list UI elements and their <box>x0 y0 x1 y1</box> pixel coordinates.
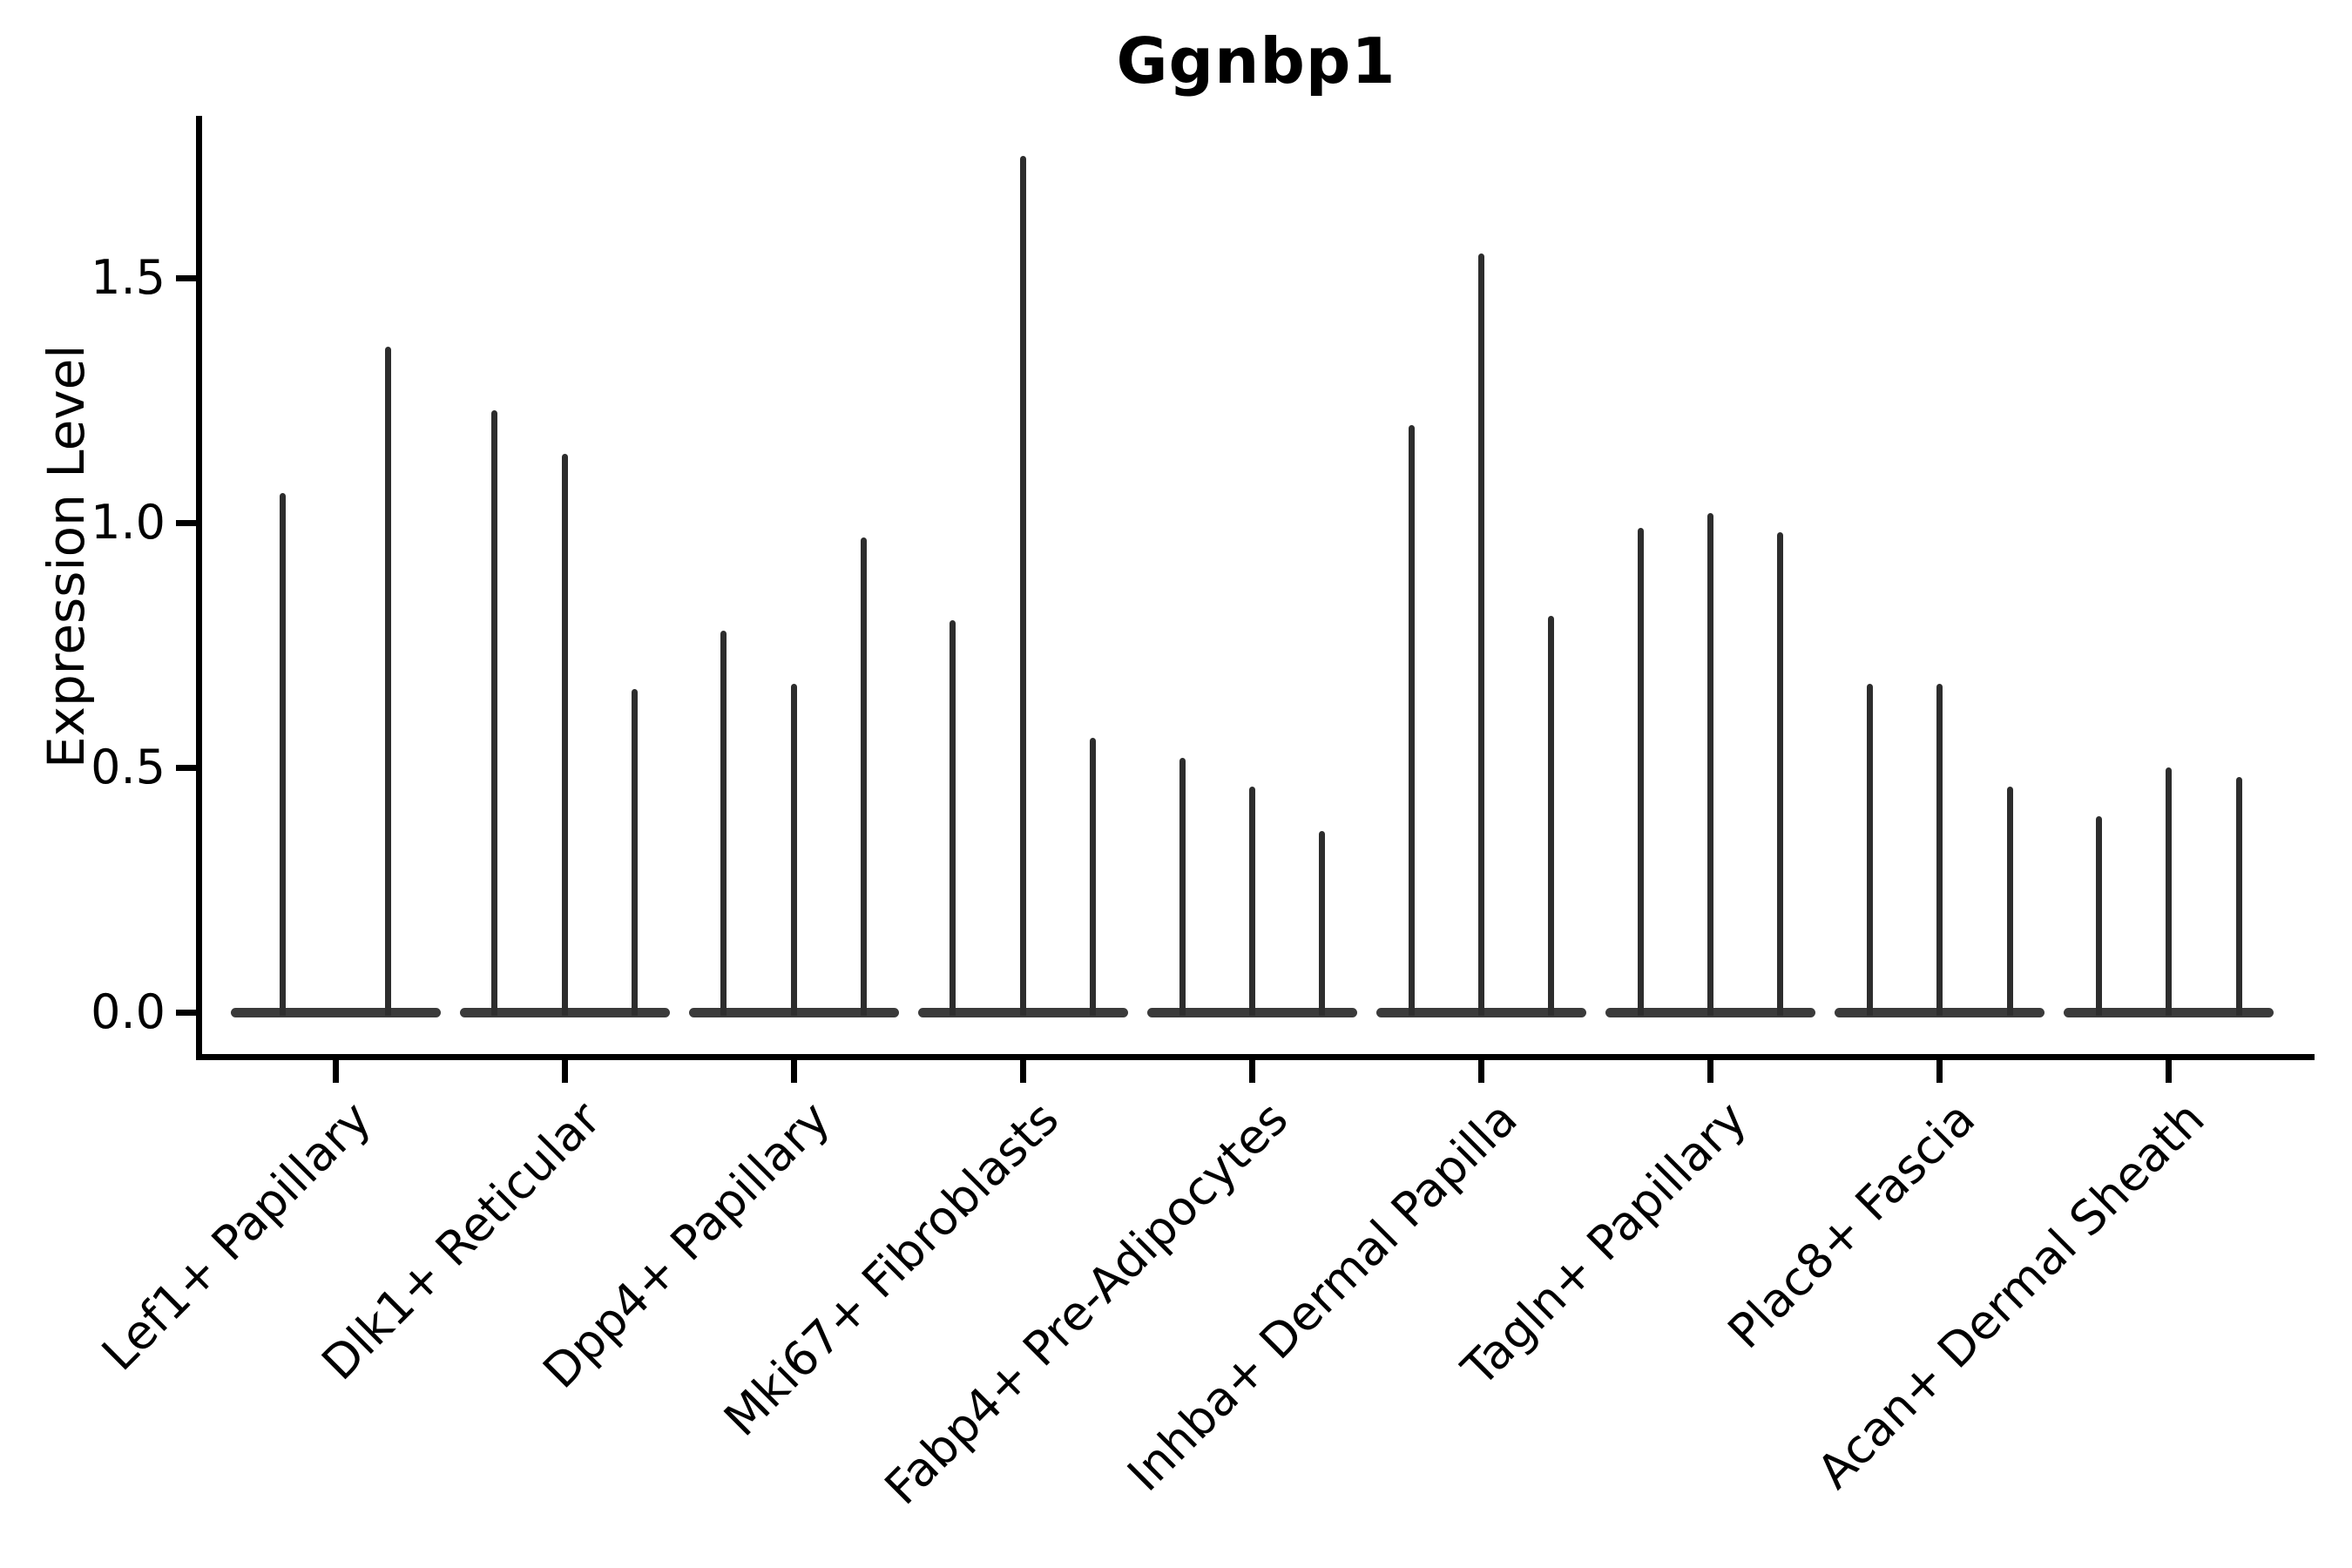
violin-spike <box>1090 738 1097 1016</box>
violin-spike <box>861 537 868 1016</box>
violin-spike <box>1936 684 1943 1016</box>
violin-spike <box>2095 816 2102 1016</box>
violin-spike <box>1548 615 1555 1016</box>
violin-spike <box>2166 767 2173 1016</box>
y-tick-label: 0.0 <box>91 984 166 1039</box>
y-tick-label: 1.0 <box>91 495 166 550</box>
x-tick <box>1019 1060 1026 1083</box>
y-axis-label: Expression Level <box>37 344 96 768</box>
violin-spike <box>720 630 727 1016</box>
x-tick <box>332 1060 339 1083</box>
x-tick <box>1707 1060 1714 1083</box>
violin-baseline <box>230 1007 441 1017</box>
x-tick-label: Fabp4+ Pre-Adipocytes <box>874 1091 1299 1516</box>
x-tick <box>1478 1060 1484 1083</box>
x-axis-spine <box>196 1054 2315 1060</box>
x-tick-label: Inhba+ Dermal Papilla <box>1117 1091 1528 1502</box>
x-tick <box>2166 1060 2173 1083</box>
x-tick <box>1936 1060 1943 1083</box>
y-tick <box>176 519 199 526</box>
violin-spike <box>790 684 797 1016</box>
violin-spike <box>1777 532 1784 1016</box>
x-tick-label: Plac8+ Fascia <box>1717 1091 1986 1360</box>
violin-spike <box>1019 155 1026 1016</box>
x-tick <box>790 1060 797 1083</box>
violin-spike <box>1408 424 1415 1016</box>
violin-spike <box>1866 684 1873 1016</box>
violin-spike <box>280 493 287 1016</box>
violin-spike <box>2006 787 2013 1016</box>
violin-spike <box>384 346 391 1016</box>
violin-spike <box>1478 253 1484 1016</box>
violin-spike <box>1707 512 1714 1016</box>
y-tick <box>176 764 199 771</box>
violin-spike <box>950 620 956 1016</box>
chart-title: Ggnbp1 <box>1116 24 1396 98</box>
y-tick-label: 1.5 <box>91 250 166 305</box>
x-tick <box>561 1060 568 1083</box>
y-axis-spine <box>196 116 202 1060</box>
y-tick-label: 0.5 <box>91 740 166 794</box>
violin-spike <box>491 409 498 1016</box>
violin-spike <box>1248 787 1255 1016</box>
violin-spike <box>1319 831 1326 1016</box>
x-tick <box>1248 1060 1255 1083</box>
violin-spike <box>2235 777 2242 1016</box>
violin-spike <box>1637 527 1644 1016</box>
y-tick <box>176 1009 199 1016</box>
y-tick <box>176 274 199 281</box>
violin-spike <box>1179 757 1186 1016</box>
violin-spike <box>631 689 638 1016</box>
violin-spike <box>561 454 568 1016</box>
x-tick-label: Acan+ Dermal Sheath <box>1807 1091 2215 1499</box>
